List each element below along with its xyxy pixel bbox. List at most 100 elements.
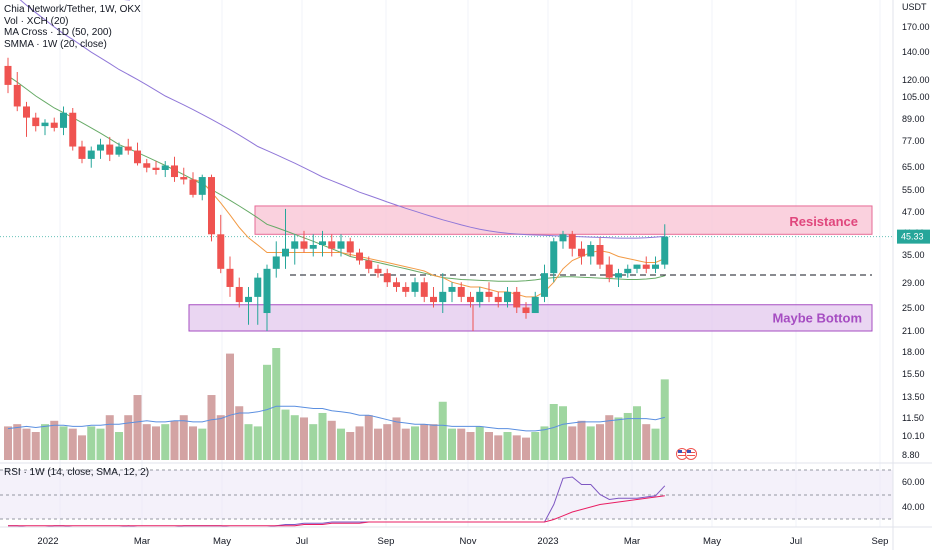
symbol-title[interactable]: Chia Network/Tether, 1W, OKX	[4, 4, 141, 15]
volume-bar	[78, 435, 86, 460]
candle-body	[134, 150, 141, 164]
bottom-label: Maybe Bottom	[772, 311, 862, 326]
candle-body	[235, 286, 243, 303]
volume-bar	[281, 409, 290, 460]
candle-body	[180, 177, 188, 180]
candle-body	[208, 177, 215, 235]
price-tick-label: 170.00	[902, 22, 930, 32]
volume-bar	[448, 428, 456, 460]
price-tick-label: 25.00	[902, 303, 925, 313]
price-axis-currency: USDT	[902, 2, 927, 12]
volume-bar	[189, 426, 197, 460]
price-tick-label: 47.00	[902, 207, 925, 217]
ma-cross-legend[interactable]: MA Cross · 1D (50, 200)	[4, 27, 112, 38]
flag-canton	[678, 450, 682, 453]
volume-bar	[457, 428, 466, 460]
candle-body	[402, 286, 410, 292]
smma-line	[192, 179, 665, 298]
rsi-ma-line	[8, 495, 665, 527]
candle-body	[393, 282, 400, 287]
volume-bar	[50, 420, 59, 460]
volume-legend[interactable]: Vol · XCH (20)	[4, 15, 69, 27]
price-tick-label: 65.00	[902, 162, 925, 172]
rsi-legend[interactable]: RSI · 1W (14, close, SMA, 12, 2)	[4, 467, 150, 478]
candle-body	[494, 296, 502, 303]
time-tick-label: 2023	[537, 536, 558, 547]
last-price-label: 45.33	[901, 232, 924, 242]
candle-body	[661, 236, 669, 265]
volume-bar	[59, 426, 68, 460]
candle-body	[476, 291, 484, 303]
candle-body	[587, 244, 595, 257]
volume-bar	[512, 435, 521, 460]
volume-bar	[522, 437, 530, 460]
candles	[4, 57, 669, 331]
volume-bar	[226, 353, 234, 460]
price-tick-label: 8.80	[902, 450, 920, 460]
candle-body	[467, 296, 474, 303]
candle-body	[615, 273, 622, 278]
rsi-pane	[0, 469, 893, 528]
volume-bar	[216, 415, 225, 460]
volume-bar	[503, 432, 512, 460]
candle-body	[143, 163, 151, 168]
time-tick-label: May	[703, 536, 721, 547]
volume-bar	[383, 424, 392, 460]
candle-body	[346, 241, 354, 253]
volume-bar	[235, 406, 244, 460]
volume-bar	[466, 432, 475, 460]
bottom-zone	[188, 304, 873, 332]
time-tick-label: Jul	[790, 536, 802, 547]
candle-body	[32, 117, 40, 127]
candle-body	[300, 241, 308, 249]
rsi-tick-label: 60.00	[902, 477, 925, 487]
candle-body	[189, 179, 197, 195]
candle-body	[254, 277, 262, 297]
smma-legend[interactable]: SMMA · 1W (20, close)	[4, 38, 107, 50]
volume-bar	[263, 364, 271, 460]
candle-body	[596, 244, 604, 265]
time-tick-label: Nov	[460, 536, 477, 547]
candle-body	[78, 146, 86, 159]
candle-body	[115, 146, 123, 155]
volume-bar	[420, 424, 429, 460]
volume-bar	[401, 428, 410, 460]
time-tick-label: Jul	[296, 536, 308, 547]
volume-bar	[198, 428, 207, 460]
candle-body	[550, 241, 558, 274]
price-tick-label: 10.10	[902, 431, 925, 441]
candle-body	[652, 264, 659, 269]
volume-bar	[115, 432, 123, 460]
annotation-labels: Resistance Maybe Bottom	[676, 214, 862, 460]
candle-body	[578, 248, 585, 257]
time-tick-label: Sep	[872, 536, 889, 547]
candle-body	[337, 241, 345, 249]
price-tick-label: 29.00	[902, 278, 925, 288]
candle-body	[559, 234, 567, 242]
volume-bar	[623, 412, 632, 460]
candle-body	[365, 260, 373, 269]
candle-body	[124, 146, 132, 151]
time-tick-label: 2022	[37, 536, 58, 547]
volume-bar	[124, 415, 133, 460]
candle-body	[198, 177, 206, 195]
candle-body	[522, 307, 530, 314]
volume-bar	[559, 406, 567, 460]
last-price-tag	[897, 229, 930, 244]
volume-bar	[309, 424, 318, 460]
candle-body	[226, 268, 234, 287]
candle-body	[541, 273, 548, 297]
volume-ma-line	[7, 405, 665, 432]
candle-body	[161, 165, 169, 170]
price-tick-label: 13.50	[902, 392, 925, 402]
time-tick-label: Mar	[134, 536, 150, 547]
volume-bar	[22, 428, 31, 460]
candle-body	[60, 112, 67, 128]
volume-bar	[290, 415, 299, 460]
volume-bar	[633, 406, 641, 460]
time-tick-label: May	[213, 536, 231, 547]
candle-body	[642, 264, 650, 269]
candle-body	[152, 167, 160, 170]
